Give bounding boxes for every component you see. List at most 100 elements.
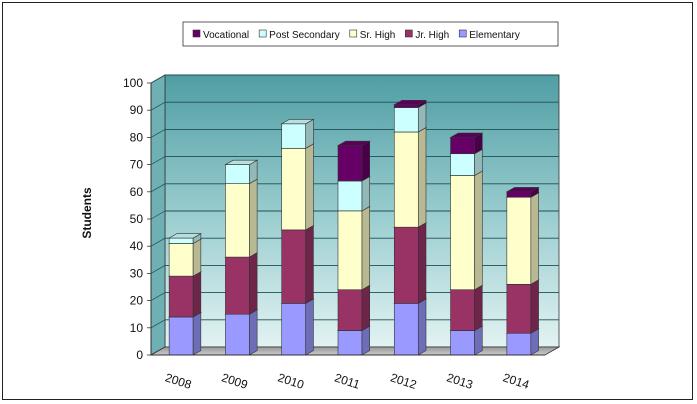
bar-side bbox=[305, 118, 314, 149]
chart-frame: Vocational Post Secondary Sr. High Jr. High… bbox=[2, 2, 693, 400]
gridline-side bbox=[150, 292, 166, 301]
legend-swatch bbox=[458, 29, 467, 38]
bar-side bbox=[192, 238, 202, 277]
x-tick-label: 2012 bbox=[389, 370, 419, 392]
bar-side bbox=[361, 325, 371, 356]
legend-label: Vocational bbox=[203, 30, 249, 41]
bar-segment-vocational-2014 bbox=[505, 186, 540, 198]
bar-top bbox=[449, 132, 484, 138]
bar-side bbox=[192, 312, 202, 356]
bar-segment-vocational-2011 bbox=[336, 140, 371, 182]
gridline-side bbox=[150, 210, 166, 220]
y-tick-label: 80 bbox=[130, 130, 144, 144]
y-axis-label: Students bbox=[80, 187, 94, 239]
legend-label: Post Secondary bbox=[269, 30, 340, 41]
bar-front bbox=[450, 330, 475, 356]
legend-label: Jr. High bbox=[415, 30, 449, 41]
bar-front bbox=[393, 226, 419, 304]
bar-side bbox=[361, 140, 371, 182]
bar-segment-sr-high-2011 bbox=[336, 205, 371, 291]
bar-front bbox=[337, 145, 363, 182]
bar-front bbox=[450, 153, 475, 176]
bar-side bbox=[417, 127, 427, 228]
legend-swatch bbox=[405, 29, 413, 38]
bar-segment-sr-high-2009 bbox=[224, 178, 259, 258]
bar-side bbox=[474, 284, 483, 332]
bar-front bbox=[168, 316, 194, 356]
bar-front bbox=[393, 303, 419, 356]
bar-side bbox=[530, 279, 539, 334]
bar-segment-jr-high-2008 bbox=[168, 271, 202, 318]
y-tick-label: 100 bbox=[123, 76, 143, 90]
x-tick-label: 2011 bbox=[333, 371, 362, 392]
bar-side bbox=[249, 252, 258, 315]
bar-front bbox=[281, 147, 307, 231]
bar-front bbox=[506, 191, 532, 198]
bar-front bbox=[225, 164, 250, 184]
gridline-side bbox=[150, 265, 166, 274]
bar-segment-elementary-2010 bbox=[280, 298, 315, 356]
bar-front bbox=[337, 210, 363, 291]
gridline-side bbox=[150, 319, 166, 329]
y-tick-label: 20 bbox=[130, 294, 144, 308]
legend-item-post-secondary: Post Secondary bbox=[258, 29, 340, 41]
bar-top bbox=[168, 233, 202, 239]
bar-segment-jr-high-2013 bbox=[449, 284, 484, 332]
bar-front bbox=[225, 256, 250, 315]
bar-segment-elementary-2009 bbox=[224, 309, 259, 356]
y-tick-label: 70 bbox=[130, 158, 144, 172]
gridline-side bbox=[150, 237, 166, 247]
bar-side bbox=[474, 325, 483, 356]
x-tick-label: 2013 bbox=[445, 370, 475, 392]
bar-segment-post-secondary-2008 bbox=[168, 233, 202, 244]
bar-front bbox=[506, 332, 532, 356]
bar-segment-jr-high-2010 bbox=[280, 224, 315, 304]
bar-front bbox=[506, 283, 532, 334]
bar-side bbox=[361, 176, 371, 212]
bar-segment-sr-high-2012 bbox=[393, 127, 428, 228]
gridline-side bbox=[150, 101, 166, 111]
bar-front bbox=[337, 289, 363, 331]
gridline-side bbox=[150, 156, 166, 165]
legend-swatch bbox=[258, 29, 267, 38]
stacked-bar-chart: Vocational Post Secondary Sr. High Jr. High… bbox=[80, 21, 561, 392]
bar-front bbox=[225, 313, 250, 356]
bar-front bbox=[168, 243, 194, 277]
x-tick-label: 2009 bbox=[220, 370, 250, 392]
y-tick-label: 90 bbox=[130, 103, 144, 117]
bar-segment-sr-high-2014 bbox=[505, 192, 540, 285]
y-tick-label: 40 bbox=[130, 239, 144, 253]
bar-front bbox=[225, 183, 250, 258]
bar-side bbox=[530, 192, 539, 285]
bar-segment-post-secondary-2009 bbox=[224, 159, 259, 185]
bar-front bbox=[506, 196, 532, 285]
x-tick-label: 2014 bbox=[501, 370, 531, 392]
bar-segment-elementary-2014 bbox=[505, 328, 540, 356]
y-tick-label: 10 bbox=[130, 321, 144, 335]
bar-side bbox=[305, 143, 314, 231]
bar-segment-sr-high-2013 bbox=[449, 170, 484, 291]
bar-front bbox=[337, 180, 363, 212]
legend-box bbox=[182, 21, 559, 47]
bar-segment-vocational-2012 bbox=[393, 99, 428, 108]
bar-top bbox=[224, 159, 259, 165]
bar-segment-post-secondary-2010 bbox=[280, 118, 315, 149]
bar-segment-vocational-2013 bbox=[449, 132, 484, 155]
bar-side bbox=[361, 284, 371, 332]
bar-segment-post-secondary-2011 bbox=[336, 176, 371, 212]
bar-segment-elementary-2008 bbox=[168, 312, 202, 356]
bar-segment-jr-high-2011 bbox=[336, 284, 371, 332]
x-tick-label: 2008 bbox=[164, 370, 194, 392]
y-tick-label: 50 bbox=[130, 212, 144, 226]
legend-label: Elementary bbox=[469, 30, 520, 41]
bar-side bbox=[361, 205, 371, 291]
y-tick-label: 30 bbox=[130, 266, 144, 280]
bar-front bbox=[450, 289, 475, 331]
bar-front bbox=[393, 104, 419, 108]
bar-side bbox=[417, 222, 427, 304]
bar-front bbox=[281, 123, 307, 149]
y-tick-label: 0 bbox=[136, 348, 143, 362]
bar-segment-sr-high-2008 bbox=[168, 238, 202, 277]
bar-top bbox=[280, 119, 315, 125]
bar-front bbox=[393, 107, 419, 133]
